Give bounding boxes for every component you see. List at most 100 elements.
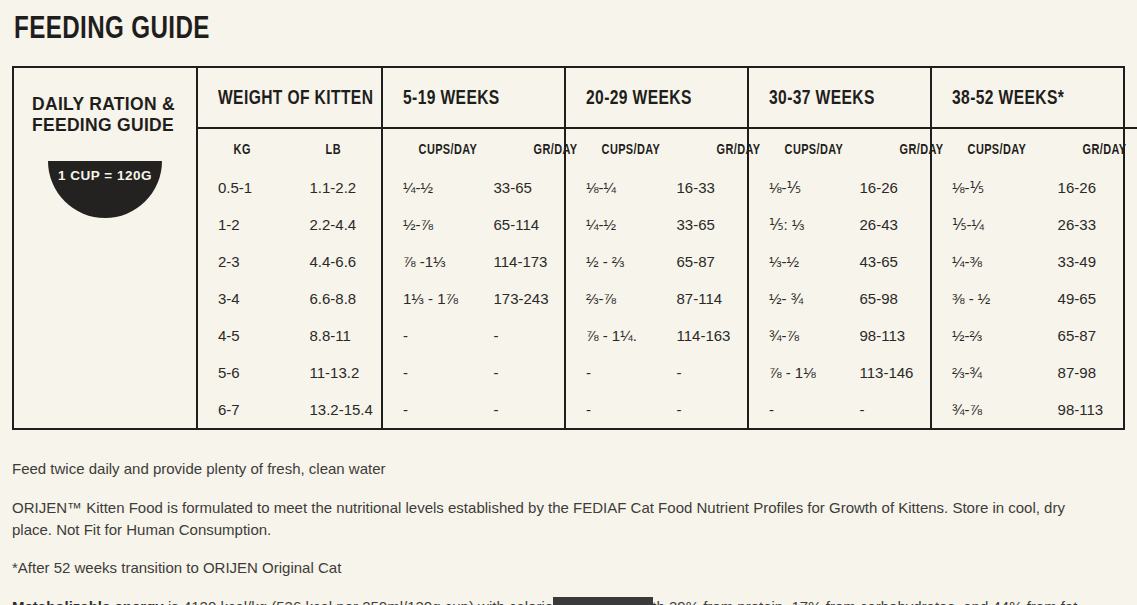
body-20-29: ⅛-¼16-33 ¼-½33-65 ½ - ⅔65-87 ⅔-⅞87-114 ⅞… [566,169,747,428]
subheader-weight: KG LB [198,129,381,169]
subcol-gr: GR/DAY [1047,129,1137,169]
cell-cups: ⅓-½ [749,243,840,280]
cell-gr: 65-87 [657,243,748,280]
column-group-20-29-weeks: 20-29 WEEKS CUPS/DAY GR/DAY ⅛-¼16-33 ¼-½… [564,68,747,428]
page-title-text: FEEDING GUIDE [14,10,210,46]
cell-lb: 13.2-15.4 [290,391,382,428]
cell-gr: 87-114 [657,280,748,317]
group-header-30-37: 30-37 WEEKS [749,68,930,129]
cell-kg: 1-2 [198,206,290,243]
cell-cups: ¼-⅜ [932,243,1038,280]
cell-cups: - [749,391,840,428]
cell-gr: 16-26 [840,169,931,206]
subcol-cups-text: CUPS/DAY [403,129,477,169]
footnote-transition: *After 52 weeks transition to ORIJEN Ori… [12,557,1107,579]
cell-lb: 1.1-2.2 [290,169,382,206]
group-header-weight-text: WEIGHT OF KITTEN [218,86,373,109]
cell-gr: 65-98 [840,280,931,317]
subcol-gr-text: GR/DAY [1067,129,1126,169]
cell-cups: ¼-½ [566,206,657,243]
cell-cups: ⅛-¼ [566,169,657,206]
cell-lb: 11-13.2 [290,354,382,391]
body-weight: 0.5-11.1-2.2 1-22.2-4.4 2-34.4-6.6 3-46.… [198,169,381,428]
cell-gr: - [474,391,565,428]
cup-measure-badge: 1 CUP = 120G [48,161,162,218]
subcol-cups: CUPS/DAY [749,129,864,169]
cell-gr: - [474,317,565,354]
cell-cups: ⅔-⅞ [566,280,657,317]
footnote-energy-bold: Metabolizable energy [12,598,164,605]
cell-cups: - [383,391,474,428]
cell-cups: ½ - ⅔ [566,243,657,280]
footnote-water: Feed twice daily and provide plenty of f… [12,458,1107,480]
group-header-20-29: 20-29 WEEKS [566,68,747,129]
cell-cups: - [566,354,657,391]
cell-gr: 33-65 [474,169,565,206]
cell-cups: - [383,317,474,354]
cell-cups: 1⅓ - 1⅞ [383,280,474,317]
subcol-cups: CUPS/DAY [383,129,498,169]
cell-gr: 26-33 [1038,206,1137,243]
cell-gr: - [657,354,748,391]
group-header-weight: WEIGHT OF KITTEN [198,68,381,129]
bottom-page-bar [553,597,653,605]
column-group-5-19-weeks: 5-19 WEEKS CUPS/DAY GR/DAY ¼-½33-65 ½-⅞6… [381,68,564,428]
subcol-lb: LB [290,129,382,169]
cell-cups: ¼-½ [383,169,474,206]
cell-gr: - [840,391,931,428]
column-group-30-37-weeks: 30-37 WEEKS CUPS/DAY GR/DAY ⅛-⅕16-26 ⅕: … [747,68,930,428]
cell-kg: 4-5 [198,317,290,354]
page-title: FEEDING GUIDE [14,10,1137,46]
subcol-cups-text: CUPS/DAY [769,129,843,169]
group-header-5-19-text: 5-19 WEEKS [403,86,500,109]
cell-gr: - [474,354,565,391]
cell-gr: 33-65 [657,206,748,243]
corner-title: DAILY RATION & FEEDING GUIDE [14,94,196,135]
subcol-cups-text: CUPS/DAY [952,129,1026,169]
subcol-cups: CUPS/DAY [566,129,681,169]
cell-gr: 49-65 [1038,280,1137,317]
cell-gr: 65-87 [1038,317,1137,354]
cell-cups: ¾-⅞ [749,317,840,354]
body-30-37: ⅛-⅕16-26 ⅕: ⅓26-43 ⅓-½43-65 ½- ¾65-98 ¾-… [749,169,930,428]
cell-cups: ⅞ - 1¼. [566,317,657,354]
cell-kg: 2-3 [198,243,290,280]
cell-cups: ½-⅞ [383,206,474,243]
cell-gr: 16-26 [1038,169,1137,206]
cell-kg: 5-6 [198,354,290,391]
cell-kg: 3-4 [198,280,290,317]
group-header-5-19: 5-19 WEEKS [383,68,564,129]
cell-gr: 113-146 [840,354,931,391]
cell-cups: - [566,391,657,428]
cell-gr: 43-65 [840,243,931,280]
subheader-20-29: CUPS/DAY GR/DAY [566,129,747,169]
subheader-38-52: CUPS/DAY GR/DAY [932,129,1137,169]
cell-lb: 8.8-11 [290,317,382,354]
cell-cups: ⅛-⅕ [749,169,840,206]
cell-cups: ½-⅔ [932,317,1038,354]
corner-cell: DAILY RATION & FEEDING GUIDE 1 CUP = 120… [14,68,196,428]
group-header-20-29-text: 20-29 WEEKS [586,86,692,109]
subheader-30-37: CUPS/DAY GR/DAY [749,129,930,169]
cell-cups: ⅔-¾ [932,354,1038,391]
subcol-cups: CUPS/DAY [932,129,1047,169]
subcol-lb-text: LB [310,129,341,169]
group-header-38-52: 38-52 WEEKS* [932,68,1137,129]
cell-kg: 6-7 [198,391,290,428]
subcol-gr-text: GR/DAY [884,129,943,169]
subheader-5-19: CUPS/DAY GR/DAY [383,129,564,169]
cell-gr: 114-173 [474,243,565,280]
cell-gr: 33-49 [1038,243,1137,280]
cell-cups: ½- ¾ [749,280,840,317]
cell-cups: ⅕-¼ [932,206,1038,243]
cell-kg: 0.5-1 [198,169,290,206]
cell-lb: 4.4-6.6 [290,243,382,280]
footnote-fediaf: ORIJEN™ Kitten Food is formulated to mee… [12,497,1107,541]
cell-cups: ¾-⅞ [932,391,1038,428]
cell-gr: 98-113 [840,317,931,354]
feeding-guide-table: DAILY RATION & FEEDING GUIDE 1 CUP = 120… [12,66,1125,430]
cell-cups: ⅞ -1⅓ [383,243,474,280]
cell-cups: ⅞ - 1⅛ [749,354,840,391]
cell-gr: 114-163 [657,317,748,354]
subcol-kg: KG [198,129,290,169]
